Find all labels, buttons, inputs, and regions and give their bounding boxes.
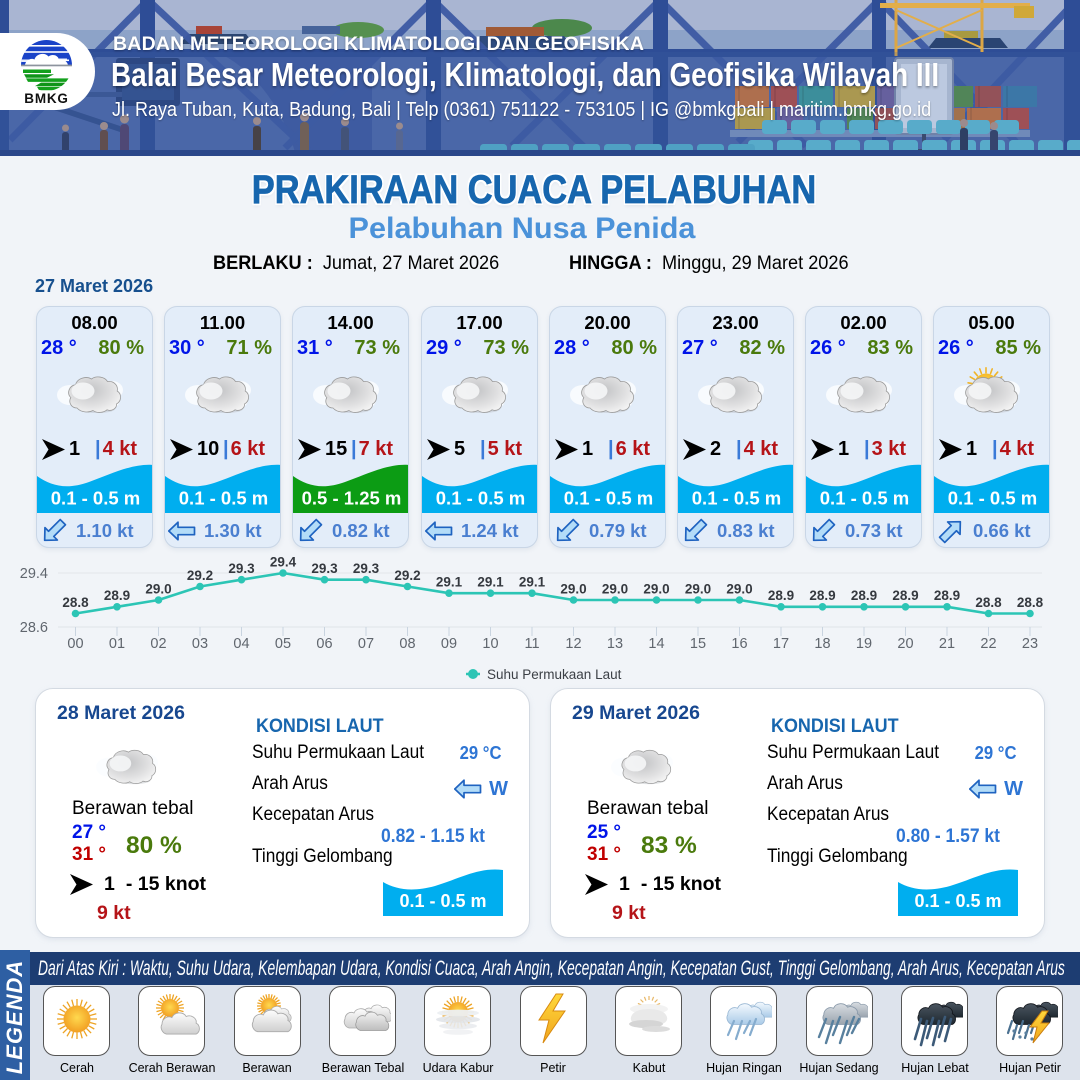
svg-text:28.9: 28.9 <box>104 588 130 603</box>
svg-text:0.5 - 1.25 m: 0.5 - 1.25 m <box>302 488 402 509</box>
svg-text:29.0: 29.0 <box>145 582 171 597</box>
svg-text:18: 18 <box>814 636 830 652</box>
svg-text:29.2: 29.2 <box>187 568 213 583</box>
svg-text:02: 02 <box>150 636 166 652</box>
svg-text:19: 19 <box>856 636 872 652</box>
svg-text:22: 22 <box>980 636 996 652</box>
svg-text:29.0: 29.0 <box>560 582 586 597</box>
svg-text:21: 21 <box>939 636 955 652</box>
svg-text:08: 08 <box>399 636 415 652</box>
svg-text:Suhu Permukaan Laut: Suhu Permukaan Laut <box>487 667 622 682</box>
svg-text:06: 06 <box>316 636 332 652</box>
svg-text:00: 00 <box>67 636 83 652</box>
svg-text:01: 01 <box>109 636 125 652</box>
svg-text:29.2: 29.2 <box>394 568 420 583</box>
svg-text:29.4: 29.4 <box>270 555 297 570</box>
svg-text:0.1 - 0.5 m: 0.1 - 0.5 m <box>179 488 268 509</box>
svg-text:03: 03 <box>192 636 208 652</box>
svg-text:23: 23 <box>1022 636 1038 652</box>
svg-text:11: 11 <box>524 636 539 652</box>
svg-text:29.4: 29.4 <box>20 566 48 582</box>
svg-text:0.1 - 0.5 m: 0.1 - 0.5 m <box>399 891 486 911</box>
svg-text:0.1 - 0.5 m: 0.1 - 0.5 m <box>564 488 653 509</box>
svg-text:13: 13 <box>607 636 623 652</box>
svg-text:0.1 - 0.5 m: 0.1 - 0.5 m <box>948 488 1037 509</box>
svg-text:04: 04 <box>233 636 249 652</box>
svg-text:29.1: 29.1 <box>436 575 463 590</box>
svg-text:14: 14 <box>648 636 664 652</box>
svg-text:17: 17 <box>773 636 789 652</box>
svg-text:0.1 - 0.5 m: 0.1 - 0.5 m <box>820 488 909 509</box>
svg-text:28.8: 28.8 <box>975 595 1002 610</box>
svg-text:28.8: 28.8 <box>62 595 89 610</box>
svg-text:10: 10 <box>482 636 498 652</box>
svg-text:28.9: 28.9 <box>809 588 835 603</box>
svg-text:0.1 - 0.5 m: 0.1 - 0.5 m <box>692 488 781 509</box>
svg-text:29.1: 29.1 <box>519 575 546 590</box>
svg-text:29.0: 29.0 <box>643 582 669 597</box>
svg-text:20: 20 <box>897 636 913 652</box>
svg-text:0.1 - 0.5 m: 0.1 - 0.5 m <box>436 488 525 509</box>
svg-text:28.9: 28.9 <box>934 588 960 603</box>
svg-text:28.9: 28.9 <box>768 588 794 603</box>
svg-text:28.9: 28.9 <box>892 588 918 603</box>
svg-text:09: 09 <box>441 636 457 652</box>
svg-text:29.3: 29.3 <box>311 561 338 576</box>
svg-text:28.8: 28.8 <box>1017 595 1044 610</box>
svg-text:16: 16 <box>731 636 747 652</box>
svg-text:29.1: 29.1 <box>477 575 504 590</box>
svg-text:29.0: 29.0 <box>602 582 628 597</box>
svg-text:05: 05 <box>275 636 291 652</box>
svg-text:28.9: 28.9 <box>851 588 877 603</box>
svg-text:28.6: 28.6 <box>20 620 48 636</box>
svg-text:15: 15 <box>690 636 706 652</box>
svg-text:0.1 - 0.5 m: 0.1 - 0.5 m <box>914 891 1001 911</box>
svg-text:29.3: 29.3 <box>353 561 380 576</box>
svg-text:29.0: 29.0 <box>685 582 711 597</box>
svg-text:0.1 - 0.5 m: 0.1 - 0.5 m <box>51 488 140 509</box>
svg-text:29.3: 29.3 <box>228 561 255 576</box>
svg-text:07: 07 <box>358 636 374 652</box>
svg-text:29.0: 29.0 <box>726 582 752 597</box>
svg-text:12: 12 <box>565 636 581 652</box>
